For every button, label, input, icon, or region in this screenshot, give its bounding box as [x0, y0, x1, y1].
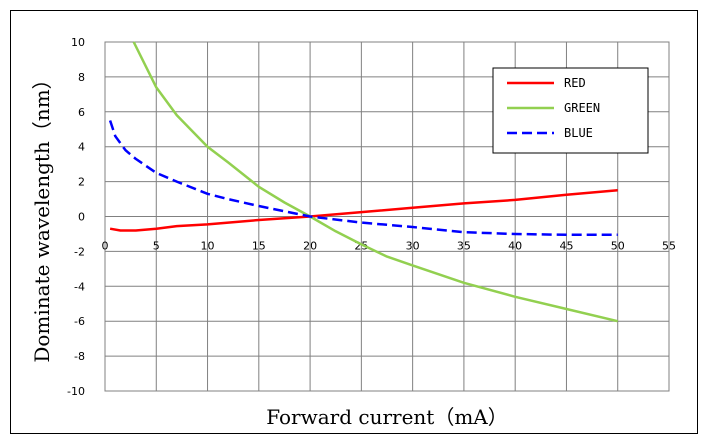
x-tick-label: 15 — [252, 240, 266, 253]
series-line-green — [132, 41, 618, 323]
y-tick-label: -10 — [67, 385, 85, 398]
y-tick-label: 4 — [78, 141, 85, 154]
x-tick-label: 30 — [406, 240, 420, 253]
y-tick-labels: 10 8 6 4 2 0 -2 -4 -6 -8 -10 — [67, 36, 85, 398]
y-tick-label: 6 — [78, 106, 85, 119]
y-tick-label: 8 — [78, 71, 85, 84]
y-tick-label: 0 — [78, 211, 85, 224]
series-lines — [108, 41, 618, 323]
series-line-blue — [108, 120, 618, 237]
legend: RED GREEN BLUE — [492, 67, 649, 154]
legend-label-blue: BLUE — [564, 126, 593, 140]
series-line-red — [109, 189, 618, 232]
chart-frame: 0 5 10 15 20 25 30 35 40 45 50 55 10 8 6 4 2 0 -2 -4 -6 -8 -1… — [10, 10, 698, 434]
y-axis-title: Dominate wavelength（nm） — [30, 69, 54, 362]
x-tick-label: 35 — [457, 240, 471, 253]
y-tick-label: -2 — [74, 245, 85, 258]
x-tick-label: 45 — [559, 240, 573, 253]
y-tick-label: -8 — [74, 350, 85, 363]
x-tick-label: 55 — [662, 240, 676, 253]
x-tick-label: 0 — [102, 240, 109, 253]
y-tick-label: -4 — [74, 280, 85, 293]
legend-label-green: GREEN — [564, 101, 600, 115]
x-tick-label: 50 — [611, 240, 625, 253]
x-tick-label: 20 — [303, 240, 317, 253]
line-chart: 0 5 10 15 20 25 30 35 40 45 50 55 1086420-2-4-6-8-1… — [30, 36, 676, 429]
y-tick-label: -6 — [74, 315, 85, 328]
x-tick-label: 40 — [508, 240, 522, 253]
legend-label-red: RED — [564, 76, 586, 90]
y-tick-label: 2 — [78, 176, 85, 189]
x-axis-title: Forward current（mA） — [266, 405, 508, 429]
y-tick-label: 10 — [71, 36, 85, 49]
x-tick-label: 10 — [201, 240, 215, 253]
x-tick-label: 5 — [153, 240, 160, 253]
